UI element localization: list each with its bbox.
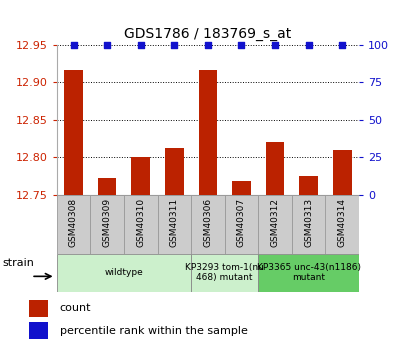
- Point: [339, 42, 346, 48]
- Bar: [158, 195, 191, 254]
- Point: [272, 42, 278, 48]
- Bar: [292, 195, 326, 254]
- Point: [171, 42, 178, 48]
- Bar: [326, 195, 359, 254]
- Point: [205, 42, 211, 48]
- Text: GSM40306: GSM40306: [203, 198, 213, 247]
- Bar: [191, 254, 258, 292]
- Bar: [29, 300, 48, 317]
- Text: KP3293 tom-1(nu
468) mutant: KP3293 tom-1(nu 468) mutant: [185, 263, 264, 282]
- Bar: [225, 195, 258, 254]
- Bar: [90, 195, 124, 254]
- Bar: [232, 181, 251, 195]
- Bar: [29, 322, 48, 339]
- Text: GSM40311: GSM40311: [170, 198, 179, 247]
- Text: GSM40308: GSM40308: [69, 198, 78, 247]
- Title: GDS1786 / 183769_s_at: GDS1786 / 183769_s_at: [124, 27, 291, 41]
- Point: [238, 42, 245, 48]
- Text: wildtype: wildtype: [105, 268, 143, 277]
- Text: GSM40310: GSM40310: [136, 198, 145, 247]
- Bar: [64, 70, 83, 195]
- Point: [137, 42, 144, 48]
- Bar: [98, 178, 116, 195]
- Point: [305, 42, 312, 48]
- Point: [104, 42, 110, 48]
- Bar: [199, 70, 217, 195]
- Bar: [299, 176, 318, 195]
- Text: count: count: [60, 303, 91, 313]
- Bar: [57, 195, 90, 254]
- Text: GSM40312: GSM40312: [270, 198, 280, 247]
- Text: GSM40309: GSM40309: [102, 198, 112, 247]
- Text: strain: strain: [3, 258, 35, 268]
- Bar: [258, 254, 359, 292]
- Bar: [131, 157, 150, 195]
- Text: percentile rank within the sample: percentile rank within the sample: [60, 326, 247, 336]
- Text: GSM40307: GSM40307: [237, 198, 246, 247]
- Text: GSM40313: GSM40313: [304, 198, 313, 247]
- Bar: [57, 254, 191, 292]
- Bar: [165, 148, 184, 195]
- Bar: [258, 195, 292, 254]
- Bar: [191, 195, 225, 254]
- Point: [70, 42, 77, 48]
- Bar: [333, 150, 352, 195]
- Bar: [266, 142, 284, 195]
- Text: GSM40314: GSM40314: [338, 198, 347, 247]
- Bar: [124, 195, 158, 254]
- Text: KP3365 unc-43(n1186)
mutant: KP3365 unc-43(n1186) mutant: [257, 263, 361, 282]
